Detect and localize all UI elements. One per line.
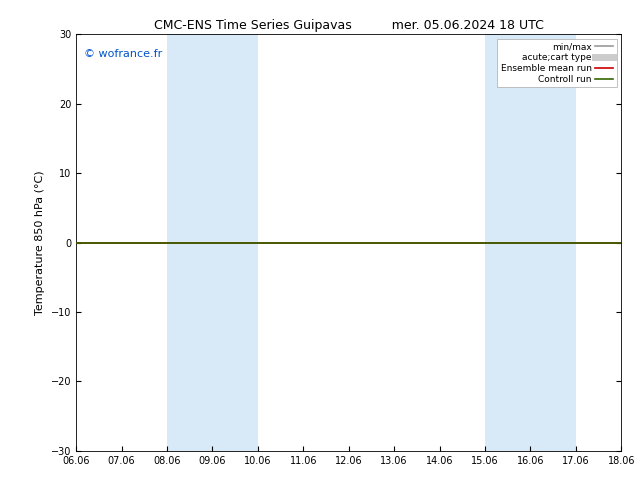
Bar <box>167 34 258 451</box>
Legend: min/max, acute;cart type, Ensemble mean run, Controll run: min/max, acute;cart type, Ensemble mean … <box>497 39 617 87</box>
Title: CMC-ENS Time Series Guipavas          mer. 05.06.2024 18 UTC: CMC-ENS Time Series Guipavas mer. 05.06.… <box>154 19 543 32</box>
Text: © wofrance.fr: © wofrance.fr <box>84 49 162 59</box>
Y-axis label: Temperature 850 hPa (°C): Temperature 850 hPa (°C) <box>35 170 45 315</box>
Bar <box>485 34 576 451</box>
